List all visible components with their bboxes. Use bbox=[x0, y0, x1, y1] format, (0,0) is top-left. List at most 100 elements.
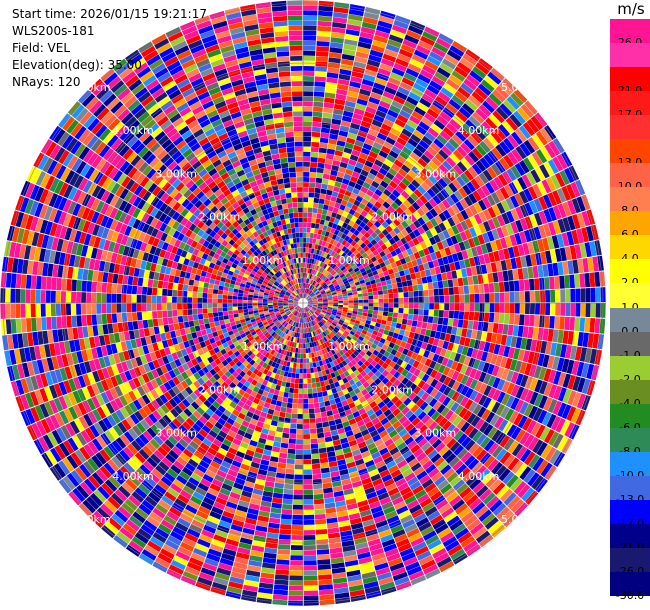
velocity-gate bbox=[534, 278, 540, 291]
velocity-gate bbox=[342, 178, 350, 185]
velocity-gate bbox=[351, 255, 358, 262]
velocity-gate bbox=[304, 293, 307, 299]
velocity-gate bbox=[317, 304, 323, 307]
velocity-gate bbox=[395, 322, 402, 329]
velocity-gate bbox=[471, 329, 478, 340]
velocity-gate bbox=[518, 125, 532, 140]
velocity-gate bbox=[327, 306, 333, 310]
velocity-gate bbox=[529, 303, 535, 315]
velocity-gate bbox=[303, 131, 312, 137]
velocity-gate bbox=[317, 569, 332, 575]
velocity-gate bbox=[404, 186, 414, 196]
velocity-gate bbox=[296, 424, 303, 429]
velocity-gate bbox=[576, 212, 586, 228]
velocity-gate bbox=[303, 288, 305, 293]
velocity-gate bbox=[313, 488, 324, 495]
velocity-gate bbox=[313, 96, 324, 103]
velocity-gate bbox=[366, 284, 372, 290]
velocity-gate bbox=[509, 234, 518, 247]
velocity-gate bbox=[377, 310, 384, 316]
velocity-gate bbox=[338, 271, 344, 277]
velocity-gate bbox=[317, 564, 331, 570]
velocity-gate bbox=[317, 296, 323, 300]
velocity-gate bbox=[313, 483, 323, 490]
velocity-gate bbox=[335, 224, 342, 231]
velocity-gate bbox=[332, 160, 341, 167]
velocity-gate bbox=[401, 105, 414, 115]
velocity-gate bbox=[406, 96, 419, 106]
velocity-gate bbox=[353, 243, 360, 250]
velocity-gate bbox=[391, 67, 405, 77]
velocity-gate bbox=[383, 298, 389, 303]
velocity-gate bbox=[385, 279, 392, 285]
velocity-gate bbox=[469, 70, 484, 83]
velocity-gate bbox=[433, 42, 449, 54]
velocity-gate bbox=[316, 427, 324, 434]
velocity-gate bbox=[499, 187, 510, 200]
velocity-gate bbox=[377, 314, 383, 320]
velocity-gate bbox=[315, 260, 320, 266]
velocity-gate bbox=[321, 472, 331, 479]
velocity-gate bbox=[437, 91, 451, 103]
velocity-gate bbox=[468, 95, 482, 108]
velocity-gate bbox=[360, 83, 373, 92]
velocity-gate bbox=[340, 156, 350, 164]
velocity-gate bbox=[412, 314, 419, 321]
velocity-gate bbox=[501, 120, 515, 134]
velocity-gate bbox=[303, 489, 314, 495]
velocity-gate bbox=[436, 67, 451, 79]
velocity-gate bbox=[359, 152, 369, 160]
velocity-gate bbox=[358, 214, 365, 222]
velocity-gate bbox=[362, 312, 368, 317]
velocity-gate bbox=[536, 181, 547, 196]
velocity-gate bbox=[343, 228, 350, 236]
velocity-gate bbox=[492, 110, 505, 124]
velocity-gate bbox=[436, 241, 444, 251]
velocity-gate bbox=[319, 137, 329, 144]
velocity-gate bbox=[355, 161, 365, 170]
velocity-gate bbox=[404, 255, 412, 263]
velocity-gate bbox=[333, 186, 340, 193]
velocity-gate bbox=[322, 225, 328, 231]
velocity-gate bbox=[321, 257, 326, 263]
velocity-gate bbox=[321, 251, 326, 257]
velocity-gate bbox=[495, 189, 505, 202]
velocity-gate bbox=[487, 322, 494, 333]
velocity-gate bbox=[303, 585, 319, 591]
velocity-gate bbox=[314, 407, 321, 414]
velocity-gate bbox=[317, 266, 322, 272]
velocity-gate bbox=[346, 137, 356, 145]
velocity-gate bbox=[319, 256, 324, 262]
velocity-gate bbox=[303, 454, 312, 460]
velocity-gate bbox=[303, 373, 307, 379]
velocity-gate bbox=[358, 303, 364, 306]
velocity-gate bbox=[500, 199, 511, 212]
velocity-gate bbox=[318, 300, 323, 303]
velocity-gate bbox=[303, 509, 315, 515]
velocity-gate bbox=[316, 249, 320, 255]
velocity-gate bbox=[436, 134, 448, 145]
velocity-gate bbox=[378, 232, 385, 240]
velocity-gate bbox=[383, 270, 390, 277]
velocity-gate bbox=[298, 383, 303, 389]
velocity-gate bbox=[324, 278, 329, 283]
velocity-gate bbox=[377, 20, 393, 29]
velocity-gate bbox=[510, 208, 520, 221]
velocity-gate bbox=[293, 494, 303, 500]
velocity-gate bbox=[323, 220, 330, 227]
velocity-gate bbox=[289, 580, 303, 586]
velocity-gate bbox=[550, 289, 556, 303]
velocity-gate bbox=[435, 250, 442, 259]
velocity-gate bbox=[545, 177, 557, 192]
velocity-gate bbox=[328, 283, 334, 288]
velocity-gate bbox=[499, 141, 511, 154]
velocity-gate bbox=[285, 382, 291, 388]
velocity-gate bbox=[404, 34, 420, 45]
velocity-gate bbox=[525, 338, 533, 351]
velocity-gate bbox=[545, 303, 551, 316]
velocity-gate bbox=[287, 453, 296, 460]
velocity-gate bbox=[439, 130, 451, 142]
velocity-gate bbox=[401, 281, 408, 287]
velocity-gate bbox=[391, 242, 399, 250]
velocity-gate bbox=[403, 160, 414, 170]
